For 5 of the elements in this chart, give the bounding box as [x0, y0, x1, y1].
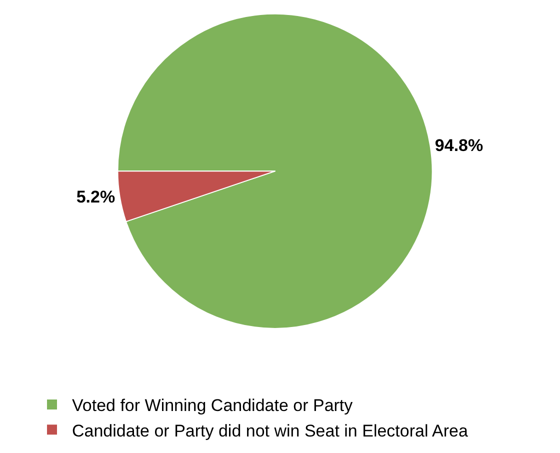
- legend-label: Voted for Winning Candidate or Party: [72, 396, 354, 416]
- data-label: 94.8%: [434, 136, 484, 155]
- data-label: 5.2%: [76, 187, 116, 206]
- pie-slice: [117, 13, 433, 329]
- legend-label: Candidate or Party did not win Seat in Electoral Area: [72, 421, 468, 440]
